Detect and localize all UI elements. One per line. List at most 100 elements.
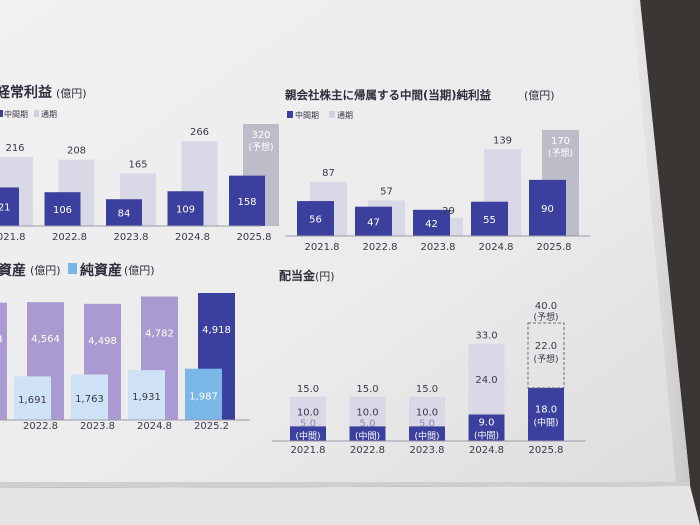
dividend-unit: (円): [315, 270, 335, 283]
interim-value-label: 109: [176, 205, 195, 216]
year-end-dividend-bar: [349, 396, 386, 427]
year-end-dividend-label: 10.0: [416, 408, 438, 419]
net-assets-bar: [14, 376, 51, 420]
interim-dividend-label: 5.0: [360, 418, 376, 429]
total-dividend-label: 15.0: [416, 384, 438, 395]
interim-value-label: 84: [118, 209, 131, 220]
interim-dividend-bar: [409, 426, 445, 441]
total-dividend-label: 40.0: [535, 301, 557, 312]
total-dividend-label: 15.0: [297, 384, 319, 395]
interim-note: (中間): [295, 430, 320, 442]
ordinary-profit-title: 経常利益: [0, 84, 52, 101]
forecast-note: (予想): [533, 311, 558, 323]
total-assets-value-label: 4,782: [145, 329, 174, 340]
year-end-dividend-label: 10.0: [297, 408, 319, 419]
net-assets-bar: [185, 368, 222, 420]
interim-note: (中間): [533, 416, 558, 428]
x-tick-label: 2025.2: [194, 421, 229, 432]
interim-dividend-label: 5.0: [300, 418, 316, 429]
year-end-dividend-label: 24.0: [475, 375, 497, 386]
dividend-title: 配当金: [279, 268, 316, 283]
interim-dividend-label: 18.0: [535, 404, 557, 415]
legend-full-year-label: 通期: [337, 110, 353, 120]
x-tick-label: 2025.8: [537, 242, 572, 253]
net-assets-title: 純資産: [80, 262, 122, 279]
x-tick-label: 2023.8: [421, 242, 456, 253]
net-income-title: 親会社株主に帰属する中間(当期)純利益: [285, 88, 492, 102]
interim-bar: [0, 187, 19, 226]
net-assets-bar: [128, 370, 165, 420]
interim-dividend-bar: [528, 387, 564, 441]
interim-bar: [167, 191, 204, 226]
total-assets-title: 資産: [0, 262, 26, 279]
full-year-value-label: 208: [67, 146, 86, 157]
interim-note: (中間): [474, 430, 499, 442]
full-year-value-label: 320: [251, 130, 270, 141]
paper-edge: [632, 0, 690, 482]
x-tick-label: 2021.8: [291, 445, 326, 456]
interim-dividend-label: 9.0: [479, 418, 495, 429]
full-year-value-label: 87: [322, 168, 335, 179]
total-assets-bar: [0, 302, 7, 420]
legend-full-year-swatch: [34, 110, 39, 117]
net-assets-value-label: 1,987: [189, 391, 218, 402]
full-year-value-label: 216: [5, 143, 24, 154]
x-tick-label: 2023.8: [114, 232, 149, 243]
full-year-value-label: 170: [551, 136, 570, 147]
total-assets-value-label: 4,564: [31, 334, 60, 345]
interim-value-label: 106: [53, 205, 72, 216]
x-tick-label: 2024.8: [479, 242, 514, 253]
dividend-chart: 配当金 (円) 10.015.05.0(中間)2021.810.015.05.0…: [272, 268, 586, 456]
assets-chart: 資産 (億円) 純資産 (億円) 4,54484,5641,6912022.84…: [0, 262, 250, 432]
ordinary-profit-unit: (億円): [56, 87, 87, 100]
interim-bar: [44, 192, 81, 226]
interim-value-label: 90: [541, 204, 554, 215]
total-dividend-label: 15.0: [356, 384, 378, 395]
x-tick-label: 2021.8: [305, 242, 340, 253]
x-tick-label: 2023.8: [80, 421, 115, 432]
legend-interim-swatch: [287, 111, 293, 118]
legend-interim-swatch: [0, 110, 3, 117]
x-tick-label: 2022.8: [363, 242, 398, 253]
full-year-value-label: 266: [190, 127, 209, 138]
year-end-dividend-label: 10.0: [356, 408, 378, 419]
net-assets-value-label: 1,931: [132, 392, 161, 403]
interim-value-label: 55: [483, 215, 496, 226]
interim-bar: [529, 179, 566, 236]
net-assets-value-label: 1,691: [18, 395, 47, 406]
net-assets-value-label: 1,763: [75, 394, 104, 405]
x-tick-label: 2024.8: [175, 232, 210, 243]
forecast-dividend-bar: [527, 322, 565, 389]
total-assets-value-label: 4,544: [0, 335, 3, 346]
year-end-dividend-bar: [468, 343, 505, 415]
interim-bar: [355, 206, 392, 236]
net-income-chart: 親会社株主に帰属する中間(当期)純利益 (億円) 中間期 通期 56 87 2021…: [285, 88, 590, 253]
x-tick-label: 2025.8: [237, 232, 272, 243]
interim-bar: [413, 209, 450, 236]
full-year-value-label: 29: [442, 206, 455, 217]
paper-underlayer: [0, 486, 700, 525]
full-year-value-label: 57: [380, 186, 393, 197]
x-tick-label: 2025.8: [529, 445, 564, 456]
year-end-dividend-bar: [409, 396, 445, 427]
full-year-value-label: 165: [128, 159, 147, 170]
interim-bar: [106, 199, 142, 226]
legend-interim-label: 中間期: [295, 110, 319, 120]
interim-value-label: 47: [367, 217, 380, 228]
interim-bar: [229, 175, 265, 226]
total-assets-value-label: 4,918: [202, 325, 231, 336]
x-tick-label: 2022.8: [52, 232, 87, 243]
full-year-value-label: 139: [493, 135, 512, 146]
total-assets-unit: (億円): [30, 264, 61, 277]
interim-value-label: 42: [425, 219, 438, 230]
interim-dividend-bar: [468, 414, 505, 441]
total-assets-value-label: 4,498: [88, 336, 117, 347]
interim-value-label: 158: [237, 197, 256, 208]
forecast-note: (予想): [248, 141, 273, 153]
year-end-dividend-bar: [290, 396, 326, 427]
legend-interim-label: 中間期: [4, 109, 28, 119]
legend-full-year-label: 通期: [41, 109, 57, 119]
interim-value-label: 121: [0, 203, 11, 214]
forecast-note: (予想): [533, 353, 558, 365]
